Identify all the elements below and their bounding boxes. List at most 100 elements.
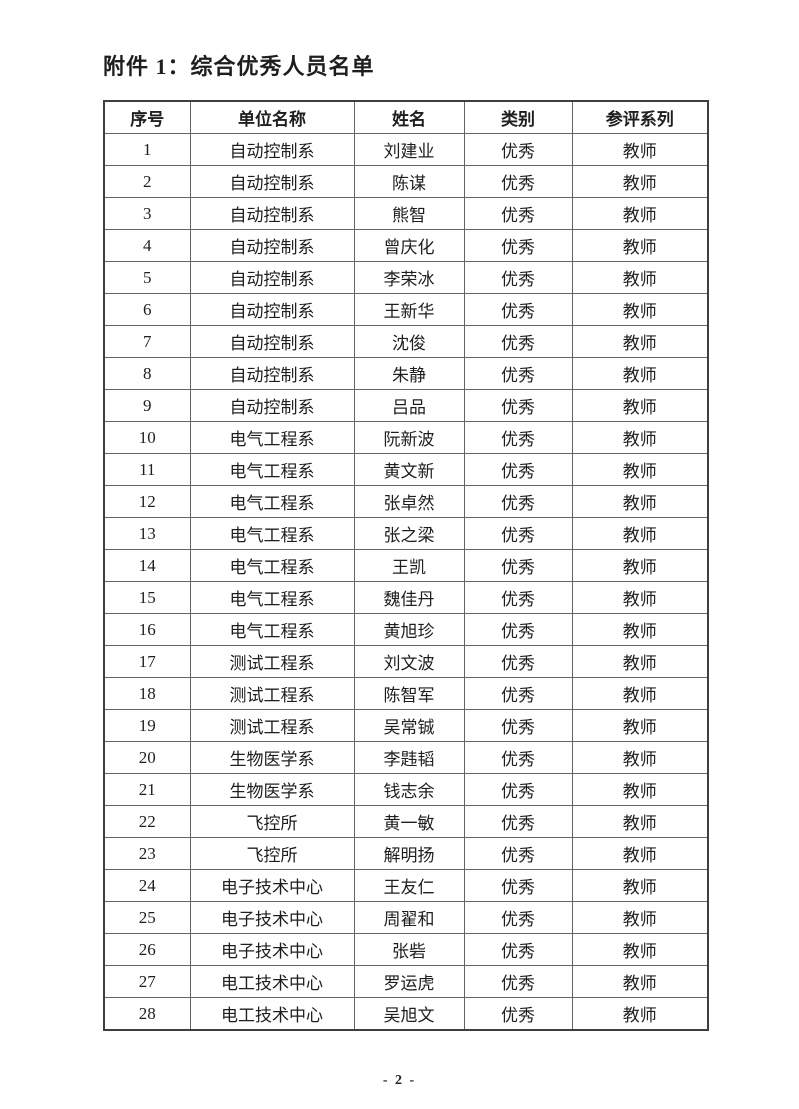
table-cell: 自动控制系 — [189, 389, 355, 422]
table-row: 3 自动控制系 熊智 优秀 教师 — [103, 197, 709, 230]
table-cell: 王新华 — [353, 293, 465, 326]
table-cell: 解明扬 — [353, 837, 465, 870]
table-cell: 教师 — [571, 997, 709, 1031]
table-row: 15 电气工程系 魏佳丹 优秀 教师 — [103, 581, 709, 614]
table-cell: 8 — [103, 357, 191, 390]
table-cell: 自动控制系 — [189, 133, 355, 166]
table-cell: 教师 — [571, 965, 709, 998]
table-row: 10 电气工程系 阮新波 优秀 教师 — [103, 421, 709, 454]
table-cell: 沈俊 — [353, 325, 465, 358]
table-header-row: 序号 单位名称 姓名 类别 参评系列 — [103, 100, 709, 134]
table-cell: 21 — [103, 773, 191, 806]
table-row: 1 自动控制系 刘建业 优秀 教师 — [103, 133, 709, 166]
table-cell: 电子技术中心 — [189, 901, 355, 934]
table-cell: 27 — [103, 965, 191, 998]
table-cell: 10 — [103, 421, 191, 454]
table-cell: 教师 — [571, 581, 709, 614]
table-cell: 5 — [103, 261, 191, 294]
table-cell: 15 — [103, 581, 191, 614]
table-cell: 优秀 — [463, 805, 573, 838]
table-cell: 教师 — [571, 549, 709, 582]
table-row: 22 飞控所 黄一敏 优秀 教师 — [103, 805, 709, 838]
table-cell: 电气工程系 — [189, 421, 355, 454]
table-row: 11 电气工程系 黄文新 优秀 教师 — [103, 453, 709, 486]
table-cell: 优秀 — [463, 453, 573, 486]
table-cell: 优秀 — [463, 837, 573, 870]
table-cell: 熊智 — [353, 197, 465, 230]
table-cell: 教师 — [571, 901, 709, 934]
table-row: 7 自动控制系 沈俊 优秀 教师 — [103, 325, 709, 358]
table-row: 28 电工技术中心 吴旭文 优秀 教师 — [103, 997, 709, 1031]
table-cell: 教师 — [571, 325, 709, 358]
table-row: 27 电工技术中心 罗运虎 优秀 教师 — [103, 965, 709, 998]
table-cell: 6 — [103, 293, 191, 326]
table-cell: 20 — [103, 741, 191, 774]
table-cell: 28 — [103, 997, 191, 1031]
page-number: - 2 - — [382, 1073, 417, 1088]
table-row: 26 电子技术中心 张砦 优秀 教师 — [103, 933, 709, 966]
table-cell: 24 — [103, 869, 191, 902]
table-cell: 18 — [103, 677, 191, 710]
table-cell: 优秀 — [463, 421, 573, 454]
table-cell: 电子技术中心 — [189, 869, 355, 902]
table-cell: 自动控制系 — [189, 325, 355, 358]
table-cell: 飞控所 — [189, 837, 355, 870]
table-cell: 优秀 — [463, 261, 573, 294]
table-cell: 优秀 — [463, 197, 573, 230]
table-cell: 自动控制系 — [189, 293, 355, 326]
table-cell: 电气工程系 — [189, 453, 355, 486]
table-row: 8 自动控制系 朱静 优秀 教师 — [103, 357, 709, 390]
table-cell: 朱静 — [353, 357, 465, 390]
table-cell: 电气工程系 — [189, 517, 355, 550]
table-cell: 测试工程系 — [189, 709, 355, 742]
table-cell: 罗运虎 — [353, 965, 465, 998]
table-cell: 刘文波 — [353, 645, 465, 678]
table-cell: 26 — [103, 933, 191, 966]
table-cell: 优秀 — [463, 773, 573, 806]
table-cell: 优秀 — [463, 389, 573, 422]
table-body: 1 自动控制系 刘建业 优秀 教师 2 自动控制系 陈谋 优秀 教师 3 自动控制系 熊智 优秀 教师 4 自动… — [103, 133, 709, 1031]
table-cell: 优秀 — [463, 997, 573, 1031]
table-cell: 自动控制系 — [189, 229, 355, 262]
table-cell: 电气工程系 — [189, 485, 355, 518]
table-cell: 优秀 — [463, 901, 573, 934]
header-cell-index: 序号 — [103, 100, 191, 134]
table-cell: 陈智军 — [353, 677, 465, 710]
table-row: 21 生物医学系 钱志余 优秀 教师 — [103, 773, 709, 806]
table-cell: 电气工程系 — [189, 549, 355, 582]
table-cell: 生物医学系 — [189, 773, 355, 806]
table-cell: 王凯 — [353, 549, 465, 582]
table-cell: 生物医学系 — [189, 741, 355, 774]
table-cell: 优秀 — [463, 933, 573, 966]
table-cell: 黄旭珍 — [353, 613, 465, 646]
table-cell: 优秀 — [463, 357, 573, 390]
attachment-title: 附件 1：综合优秀人员名单 — [103, 54, 375, 79]
table-row: 17 测试工程系 刘文波 优秀 教师 — [103, 645, 709, 678]
table-cell: 电工技术中心 — [189, 997, 355, 1031]
table-row: 24 电子技术中心 王友仁 优秀 教师 — [103, 869, 709, 902]
table-cell: 李韪韬 — [353, 741, 465, 774]
table-cell: 4 — [103, 229, 191, 262]
table-cell: 吕品 — [353, 389, 465, 422]
table-cell: 优秀 — [463, 645, 573, 678]
table-row: 4 自动控制系 曾庆化 优秀 教师 — [103, 229, 709, 262]
table-cell: 测试工程系 — [189, 677, 355, 710]
table-cell: 1 — [103, 133, 191, 166]
table-cell: 王友仁 — [353, 869, 465, 902]
table-cell: 教师 — [571, 645, 709, 678]
table-cell: 22 — [103, 805, 191, 838]
table-cell: 优秀 — [463, 965, 573, 998]
table-cell: 张之梁 — [353, 517, 465, 550]
table-cell: 优秀 — [463, 581, 573, 614]
table-cell: 教师 — [571, 485, 709, 518]
table-cell: 张砦 — [353, 933, 465, 966]
table-row: 18 测试工程系 陈智军 优秀 教师 — [103, 677, 709, 710]
table-cell: 电气工程系 — [189, 613, 355, 646]
table-cell: 25 — [103, 901, 191, 934]
table-cell: 张卓然 — [353, 485, 465, 518]
table-cell: 9 — [103, 389, 191, 422]
table-cell: 19 — [103, 709, 191, 742]
table-cell: 黄文新 — [353, 453, 465, 486]
table-cell: 吴常铖 — [353, 709, 465, 742]
table-cell: 12 — [103, 485, 191, 518]
